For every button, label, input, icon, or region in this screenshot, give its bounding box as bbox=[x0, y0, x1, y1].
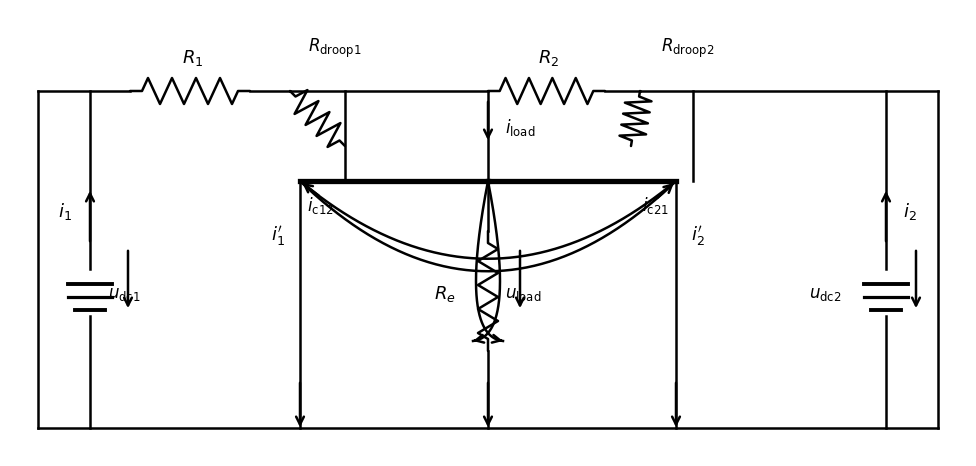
Text: $i_{\rm load}$: $i_{\rm load}$ bbox=[505, 117, 536, 138]
Text: $R_e$: $R_e$ bbox=[434, 284, 456, 304]
Text: $i_1$: $i_1$ bbox=[58, 200, 72, 221]
Text: $i_{\rm c12}$: $i_{\rm c12}$ bbox=[306, 196, 334, 217]
Text: $u_{\rm dc2}$: $u_{\rm dc2}$ bbox=[809, 285, 842, 303]
Text: $u_{\rm dc1}$: $u_{\rm dc1}$ bbox=[108, 285, 141, 303]
Text: $R_{\rm droop2}$: $R_{\rm droop2}$ bbox=[661, 36, 714, 60]
Text: $R_{\rm droop1}$: $R_{\rm droop1}$ bbox=[308, 36, 362, 60]
Text: $R_1$: $R_1$ bbox=[183, 48, 204, 68]
Text: $u_{\rm load}$: $u_{\rm load}$ bbox=[505, 285, 542, 303]
Text: $R_2$: $R_2$ bbox=[539, 48, 559, 68]
Text: $i_2$: $i_2$ bbox=[903, 200, 916, 221]
Text: $i_1'$: $i_1'$ bbox=[271, 224, 285, 248]
Text: $i_2'$: $i_2'$ bbox=[691, 224, 705, 248]
Text: $i_{\rm c21}$: $i_{\rm c21}$ bbox=[641, 196, 669, 217]
